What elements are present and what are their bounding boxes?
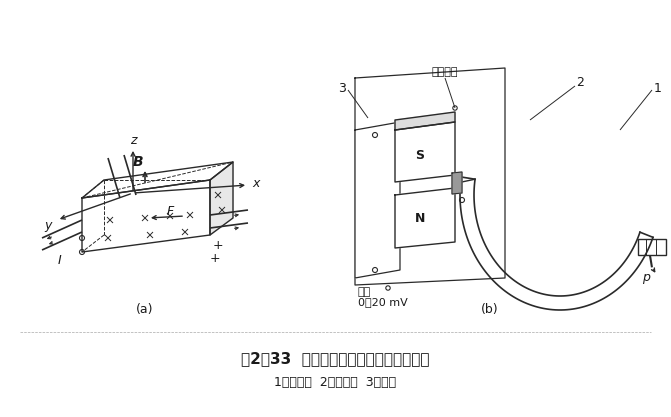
Polygon shape: [355, 68, 505, 285]
Polygon shape: [82, 180, 210, 252]
Polygon shape: [395, 122, 455, 182]
Polygon shape: [82, 162, 233, 198]
Text: z: z: [130, 133, 136, 146]
Text: N: N: [415, 211, 425, 224]
Text: 3: 3: [338, 81, 346, 95]
Text: 1: 1: [654, 81, 662, 95]
Polygon shape: [355, 122, 400, 278]
Polygon shape: [395, 188, 455, 248]
Text: p: p: [642, 271, 650, 284]
Text: y: y: [44, 219, 52, 231]
Text: 图2－33  霆耳片式压力变送器结构原理图: 图2－33 霆耳片式压力变送器结构原理图: [241, 352, 429, 367]
Text: +: +: [209, 251, 220, 264]
Text: 直流电源: 直流电源: [431, 67, 458, 77]
Text: I: I: [58, 254, 62, 266]
Text: 输出: 输出: [358, 287, 371, 297]
Polygon shape: [210, 162, 233, 235]
Text: (b): (b): [481, 304, 499, 317]
Text: B: B: [133, 155, 144, 169]
Text: (a): (a): [136, 304, 154, 317]
Text: S: S: [415, 148, 425, 161]
Polygon shape: [395, 112, 455, 130]
Text: 0～20 mV: 0～20 mV: [358, 297, 408, 307]
Text: x: x: [252, 176, 260, 189]
Polygon shape: [452, 172, 462, 194]
Text: 1．弹簧管  2．霆耳片  3．磁钐: 1．弹簧管 2．霆耳片 3．磁钐: [274, 375, 396, 389]
Text: +: +: [213, 239, 223, 251]
Text: 2: 2: [576, 75, 584, 88]
Text: F: F: [166, 204, 174, 218]
